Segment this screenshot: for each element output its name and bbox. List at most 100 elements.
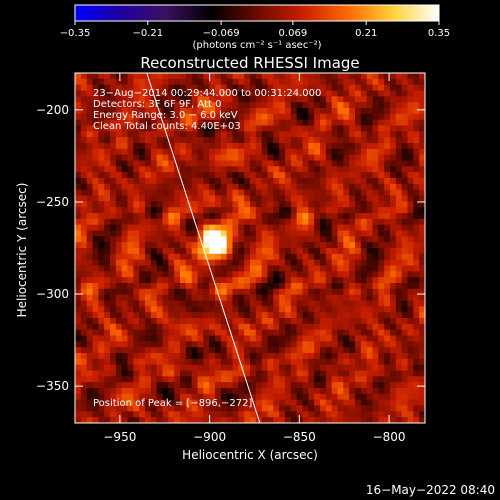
heatmap-cell bbox=[325, 329, 333, 337]
heatmap-cell bbox=[139, 125, 146, 132]
heatmap-cell bbox=[349, 417, 356, 423]
heatmap-cell bbox=[75, 335, 82, 342]
heatmap-cell bbox=[104, 236, 111, 243]
heatmap-cell bbox=[92, 248, 99, 255]
heatmap-cell bbox=[232, 382, 239, 389]
heatmap-cell bbox=[226, 417, 234, 423]
heatmap-cell bbox=[308, 213, 315, 220]
heatmap-cell bbox=[86, 347, 94, 354]
heatmap-cell bbox=[80, 236, 88, 243]
heatmap-cell bbox=[86, 376, 94, 383]
heatmap-cell bbox=[366, 78, 374, 86]
heatmap-cell bbox=[98, 201, 105, 208]
heatmap-cell bbox=[366, 242, 374, 249]
heatmap-cell bbox=[413, 224, 420, 232]
heatmap-cell bbox=[372, 335, 379, 342]
heatmap-cell bbox=[407, 283, 414, 290]
heatmap-cell bbox=[401, 393, 409, 401]
heatmap-cell bbox=[360, 201, 368, 208]
heatmap-cell bbox=[366, 166, 374, 173]
heatmap-cell bbox=[244, 172, 251, 179]
heatmap-cell bbox=[407, 358, 414, 366]
heatmap-cell bbox=[191, 288, 199, 296]
heatmap-cell bbox=[226, 230, 234, 237]
heatmap-cell bbox=[174, 393, 181, 401]
heatmap-cell bbox=[121, 125, 129, 132]
peak-position-label: Position of Peak = [−896,−272] bbox=[93, 398, 252, 409]
heatmap-cell bbox=[273, 341, 280, 348]
heatmap-cell bbox=[302, 189, 309, 197]
heatmap-cell bbox=[209, 137, 216, 144]
heatmap-cell bbox=[372, 399, 379, 407]
heatmap-cell bbox=[110, 113, 117, 121]
heatmap-cell bbox=[220, 207, 228, 214]
heatmap-cell bbox=[156, 388, 164, 395]
heatmap-cell bbox=[98, 224, 105, 232]
heatmap-cell bbox=[419, 329, 425, 337]
heatmap-cell bbox=[267, 376, 274, 383]
heatmap-cell bbox=[302, 143, 309, 150]
heatmap-cell bbox=[360, 172, 368, 179]
heatmap-cell bbox=[180, 242, 187, 249]
heatmap-cell bbox=[360, 189, 368, 197]
heatmap-cell bbox=[191, 131, 199, 138]
heatmap-cell bbox=[401, 347, 409, 354]
heatmap-cell bbox=[250, 84, 257, 92]
heatmap-cell bbox=[302, 172, 309, 179]
heatmap-cell bbox=[121, 78, 129, 86]
heatmap-cell bbox=[156, 265, 164, 272]
heatmap-cell bbox=[343, 271, 350, 278]
heatmap-cell bbox=[220, 364, 228, 372]
heatmap-cell bbox=[378, 224, 385, 232]
heatmap-cell bbox=[174, 201, 181, 208]
heatmap-cell bbox=[226, 329, 234, 337]
heatmap-cell bbox=[337, 154, 344, 162]
heatmap-cell bbox=[92, 78, 99, 86]
heatmap-cell bbox=[203, 271, 210, 278]
heatmap-cell bbox=[255, 189, 263, 197]
heatmap-cell bbox=[110, 183, 117, 191]
heatmap-cell bbox=[75, 318, 82, 325]
heatmap-cell bbox=[220, 312, 228, 319]
heatmap-cell bbox=[250, 172, 257, 179]
heatmap-cell bbox=[98, 376, 105, 383]
heatmap-cell bbox=[232, 236, 239, 243]
heatmap-cell bbox=[238, 388, 245, 395]
heatmap-cell bbox=[349, 347, 356, 354]
heatmap-cell bbox=[255, 183, 263, 191]
heatmap-cell bbox=[395, 253, 403, 261]
heatmap-cell bbox=[145, 143, 152, 150]
heatmap-cell bbox=[104, 125, 111, 132]
heatmap-cell bbox=[75, 224, 82, 232]
heatmap-cell bbox=[203, 411, 210, 418]
heatmap-cell bbox=[401, 166, 409, 173]
heatmap-cell bbox=[349, 323, 356, 331]
heatmap-cell bbox=[314, 207, 321, 214]
heatmap-cell bbox=[75, 341, 82, 348]
heatmap-cell bbox=[80, 137, 88, 144]
heatmap-cell bbox=[174, 277, 181, 284]
heatmap-cell bbox=[86, 73, 94, 80]
heatmap-cell bbox=[215, 370, 222, 377]
heatmap-cell bbox=[267, 183, 274, 191]
heatmap-cell bbox=[419, 335, 425, 342]
heatmap-cell bbox=[349, 382, 356, 389]
heatmap-cell bbox=[302, 318, 309, 325]
x-tick-label: −900 bbox=[193, 430, 226, 444]
heatmap-cell bbox=[121, 277, 129, 284]
heatmap-cell bbox=[320, 119, 327, 127]
heatmap-cell bbox=[279, 78, 286, 86]
heatmap-cell bbox=[343, 178, 350, 185]
heatmap-cell bbox=[215, 166, 222, 173]
heatmap-cell bbox=[331, 405, 339, 412]
heatmap-cell bbox=[320, 108, 327, 115]
heatmap-cell bbox=[121, 382, 129, 389]
heatmap-cell bbox=[285, 108, 292, 115]
heatmap-cell bbox=[197, 224, 204, 232]
heatmap-cell bbox=[413, 388, 420, 395]
heatmap-cell bbox=[80, 277, 88, 284]
heatmap-cell bbox=[255, 143, 263, 150]
heatmap-cell bbox=[156, 113, 164, 121]
heatmap-cell bbox=[238, 201, 245, 208]
heatmap-cell bbox=[390, 294, 397, 302]
